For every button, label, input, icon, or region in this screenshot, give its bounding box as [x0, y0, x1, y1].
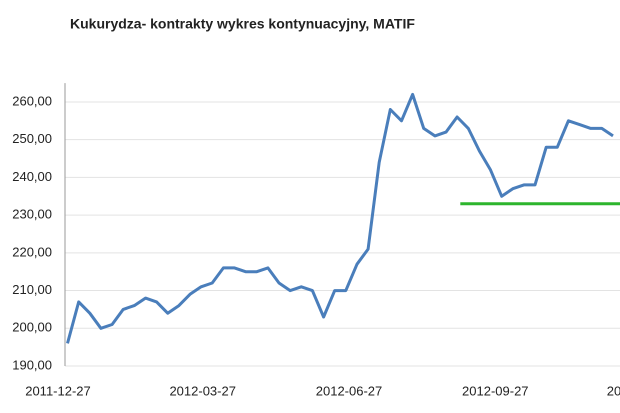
x-tick-label: 2011-12-27 [25, 383, 91, 398]
y-tick-label: 200,00 [12, 320, 52, 335]
data-line [66, 92, 614, 344]
y-tick-label: 230,00 [12, 207, 52, 222]
y-tick-label: 220,00 [12, 244, 52, 259]
y-tick-label: 240,00 [12, 169, 52, 184]
y-tick-label: 260,00 [12, 93, 52, 108]
x-tick-label: 2012-03-27 [169, 383, 236, 398]
x-tick-label: 2012-12-27 [607, 383, 620, 398]
y-tick-label: 190,00 [12, 357, 52, 372]
chart-title: Kukurydza- kontrakty wykres kontynuacyjn… [70, 16, 415, 32]
y-tick-label: 250,00 [12, 131, 52, 146]
y-tick-label: 210,00 [12, 282, 52, 297]
x-tick-label: 2012-06-27 [316, 383, 383, 398]
x-tick-label: 2012-09-27 [462, 383, 529, 398]
